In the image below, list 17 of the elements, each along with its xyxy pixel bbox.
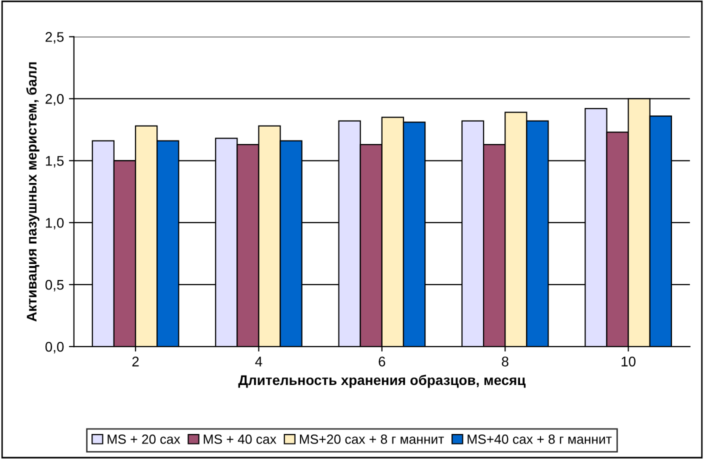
x-tick-label: 4 [255,356,262,366]
y-tick-label: 1,0 [46,218,64,230]
x-axis-title: Длительность хранения образцов, месяц [238,374,526,388]
y-tick-label: 1,5 [46,156,64,168]
legend-label: MS + 40 сах [204,434,276,444]
y-tick-label: 0,0 [45,342,64,354]
x-tick-label: 8 [502,356,508,366]
x-tick-label: 6 [378,356,386,366]
x-tick-label: 10 [622,356,636,366]
y-tick-label: 0,5 [45,280,64,292]
legend-label: MS+40 сах + 8 г маннит [468,434,612,444]
legend-label: MS + 20 сах [108,434,180,444]
y-tick-label: 2,0 [46,94,64,106]
legend-label: MS+20 сах + 8 г маннит [300,434,444,444]
y-axis-title: Активация пазушных меристем, балл [26,62,40,322]
x-tick-label: 2 [132,356,139,366]
y-tick-label: 2,5 [46,32,64,44]
